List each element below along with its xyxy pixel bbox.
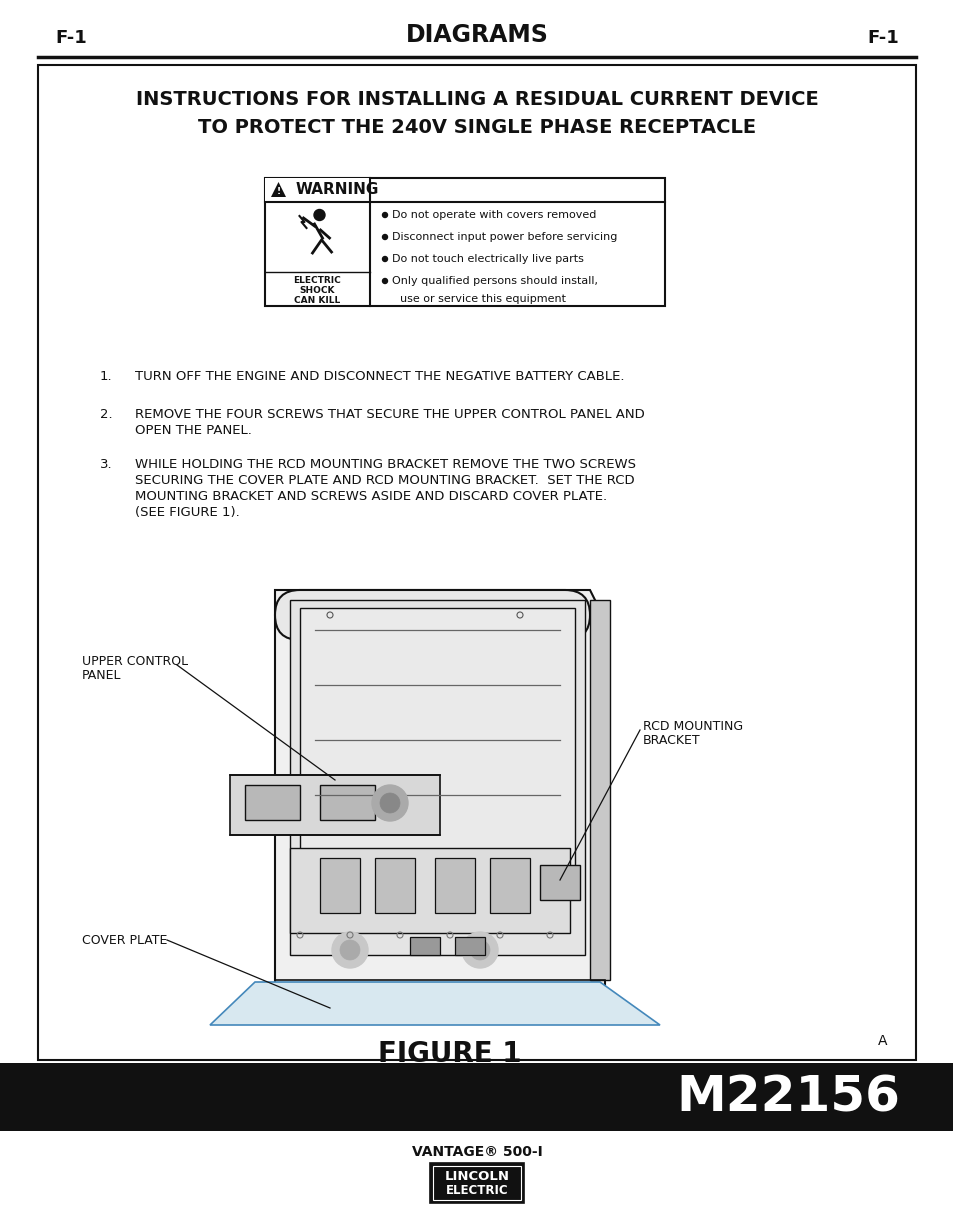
Bar xyxy=(410,937,439,955)
Text: ELECTRIC: ELECTRIC xyxy=(294,276,341,285)
Text: 1.: 1. xyxy=(100,371,112,383)
Circle shape xyxy=(382,212,387,217)
Text: (SEE FIGURE 1).: (SEE FIGURE 1). xyxy=(135,506,239,519)
Circle shape xyxy=(382,279,387,283)
Polygon shape xyxy=(271,182,286,198)
Bar xyxy=(265,178,370,202)
Text: MOUNTING BRACKET AND SCREWS ASIDE AND DISCARD COVER PLATE.: MOUNTING BRACKET AND SCREWS ASIDE AND DI… xyxy=(135,490,606,503)
Bar xyxy=(299,609,575,879)
Text: RCD MOUNTING: RCD MOUNTING xyxy=(642,720,742,733)
Bar xyxy=(455,937,484,955)
FancyBboxPatch shape xyxy=(274,590,589,640)
Bar xyxy=(319,785,375,820)
Text: CAN KILL: CAN KILL xyxy=(294,296,340,306)
Text: DIAGRAMS: DIAGRAMS xyxy=(405,23,548,47)
Bar xyxy=(490,858,530,913)
Bar xyxy=(290,600,584,955)
Circle shape xyxy=(332,933,368,968)
Bar xyxy=(589,600,609,980)
Text: COVER PLATE: COVER PLATE xyxy=(82,934,167,947)
Text: !: ! xyxy=(276,188,280,196)
Text: Do not operate with covers removed: Do not operate with covers removed xyxy=(392,210,596,220)
Text: Do not touch electrically live parts: Do not touch electrically live parts xyxy=(392,254,583,264)
Bar xyxy=(375,858,415,913)
Bar xyxy=(319,858,359,913)
Text: SECURING THE COVER PLATE AND RCD MOUNTING BRACKET.  SET THE RCD: SECURING THE COVER PLATE AND RCD MOUNTIN… xyxy=(135,474,634,487)
Bar xyxy=(245,785,299,820)
Text: WHILE HOLDING THE RCD MOUNTING BRACKET REMOVE THE TWO SCREWS: WHILE HOLDING THE RCD MOUNTING BRACKET R… xyxy=(135,458,636,471)
Circle shape xyxy=(382,234,387,239)
Text: INSTRUCTIONS FOR INSTALLING A RESIDUAL CURRENT DEVICE: INSTRUCTIONS FOR INSTALLING A RESIDUAL C… xyxy=(135,90,818,109)
Bar xyxy=(265,178,664,306)
Circle shape xyxy=(461,933,497,968)
Text: WARNING: WARNING xyxy=(295,183,378,198)
Text: TO PROTECT THE 240V SINGLE PHASE RECEPTACLE: TO PROTECT THE 240V SINGLE PHASE RECEPTA… xyxy=(197,118,756,137)
Text: 3.: 3. xyxy=(100,458,112,471)
Text: F-1: F-1 xyxy=(55,29,87,47)
Circle shape xyxy=(470,940,490,960)
Text: M22156: M22156 xyxy=(676,1072,899,1121)
Text: FIGURE 1: FIGURE 1 xyxy=(377,1040,521,1067)
Text: ELECTRIC: ELECTRIC xyxy=(445,1184,508,1198)
Text: Disconnect input power before servicing: Disconnect input power before servicing xyxy=(392,232,617,242)
Text: SHOCK: SHOCK xyxy=(299,286,335,294)
Text: A: A xyxy=(877,1034,886,1048)
Circle shape xyxy=(372,785,408,821)
Text: PANEL: PANEL xyxy=(82,669,121,682)
Text: F-1: F-1 xyxy=(866,29,898,47)
Circle shape xyxy=(339,940,359,960)
Polygon shape xyxy=(210,982,659,1025)
Polygon shape xyxy=(230,775,439,836)
Text: BRACKET: BRACKET xyxy=(642,734,700,747)
Circle shape xyxy=(314,210,325,221)
Bar xyxy=(430,1163,523,1202)
Bar xyxy=(435,858,475,913)
Bar xyxy=(433,1166,520,1200)
Circle shape xyxy=(382,256,387,261)
Bar xyxy=(539,865,579,899)
Bar xyxy=(0,1063,953,1131)
Polygon shape xyxy=(274,590,604,985)
Circle shape xyxy=(379,793,399,814)
Text: use or service this equipment: use or service this equipment xyxy=(399,294,565,304)
Text: 2.: 2. xyxy=(100,409,112,421)
Text: LINCOLN: LINCOLN xyxy=(444,1171,509,1184)
Text: UPPER CONTROL: UPPER CONTROL xyxy=(82,655,188,667)
Bar xyxy=(290,848,569,933)
Text: OPEN THE PANEL.: OPEN THE PANEL. xyxy=(135,425,252,437)
Text: REMOVE THE FOUR SCREWS THAT SECURE THE UPPER CONTROL PANEL AND: REMOVE THE FOUR SCREWS THAT SECURE THE U… xyxy=(135,409,644,421)
Bar xyxy=(38,65,915,1060)
Text: Only qualified persons should install,: Only qualified persons should install, xyxy=(392,276,598,286)
Text: VANTAGE® 500-I: VANTAGE® 500-I xyxy=(411,1145,542,1160)
Text: TURN OFF THE ENGINE AND DISCONNECT THE NEGATIVE BATTERY CABLE.: TURN OFF THE ENGINE AND DISCONNECT THE N… xyxy=(135,371,624,383)
